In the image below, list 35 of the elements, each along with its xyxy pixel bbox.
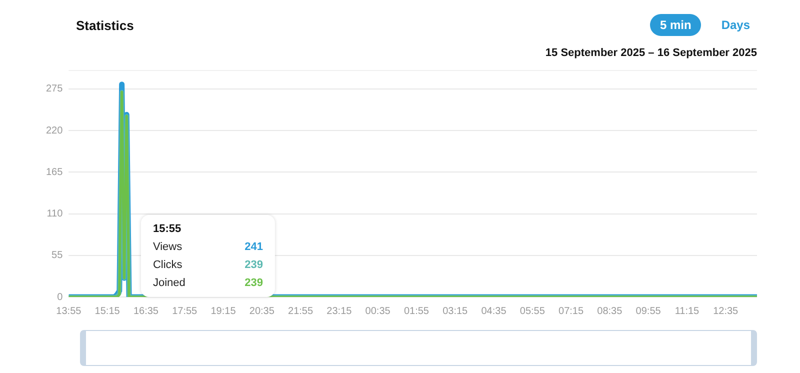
text: Days	[720, 17, 751, 34]
x-tick-label: 20:35	[249, 306, 275, 317]
x-tick-label: 00:35	[365, 306, 391, 317]
x-tick-label: 05:55	[520, 306, 546, 317]
x-tick-label: 19:15	[210, 306, 236, 317]
annotation: 239	[244, 277, 263, 290]
x-tick-label: 08:35	[597, 306, 623, 317]
text: Views	[152, 241, 183, 254]
x-tick-label: 16:35	[133, 306, 159, 317]
series-label: Joined	[152, 277, 186, 290]
annotation: 241	[244, 241, 263, 254]
y-tick-label: 110	[46, 208, 64, 220]
x-tick-label: 21:55	[288, 306, 314, 317]
annotation: 239	[244, 259, 263, 272]
y-tick-label: 165	[46, 166, 64, 178]
x-tick-label: 04:35	[481, 306, 507, 317]
x-tick-label: 03:15	[442, 306, 468, 317]
y-tick-label: 220	[46, 125, 64, 136]
x-tick-label: 01:55	[404, 306, 430, 317]
x-tick-label: 11:15	[674, 306, 700, 317]
text: Clicks	[152, 259, 183, 272]
y-tick-label: 55	[52, 250, 64, 262]
x-tick-label: 07:15	[558, 306, 584, 317]
annotation: 15:55	[152, 223, 182, 236]
x-tick-label: 12:35	[713, 306, 739, 317]
x-tick-label: 23:15	[326, 306, 352, 317]
y-tick-label: 275	[46, 84, 64, 95]
text: 5 min	[650, 14, 702, 36]
chart-title: Statistics	[76, 18, 134, 33]
x-tick-label: 15:15	[94, 306, 120, 317]
x-tick-label: 09:55	[636, 306, 662, 317]
y-tick-label: 0	[57, 292, 64, 303]
x-tick-label: 17:55	[172, 306, 198, 317]
x-tick-label: 13:55	[56, 306, 82, 317]
chart-subtitle: 15 September 2025 – 16 September 2025	[545, 47, 757, 59]
